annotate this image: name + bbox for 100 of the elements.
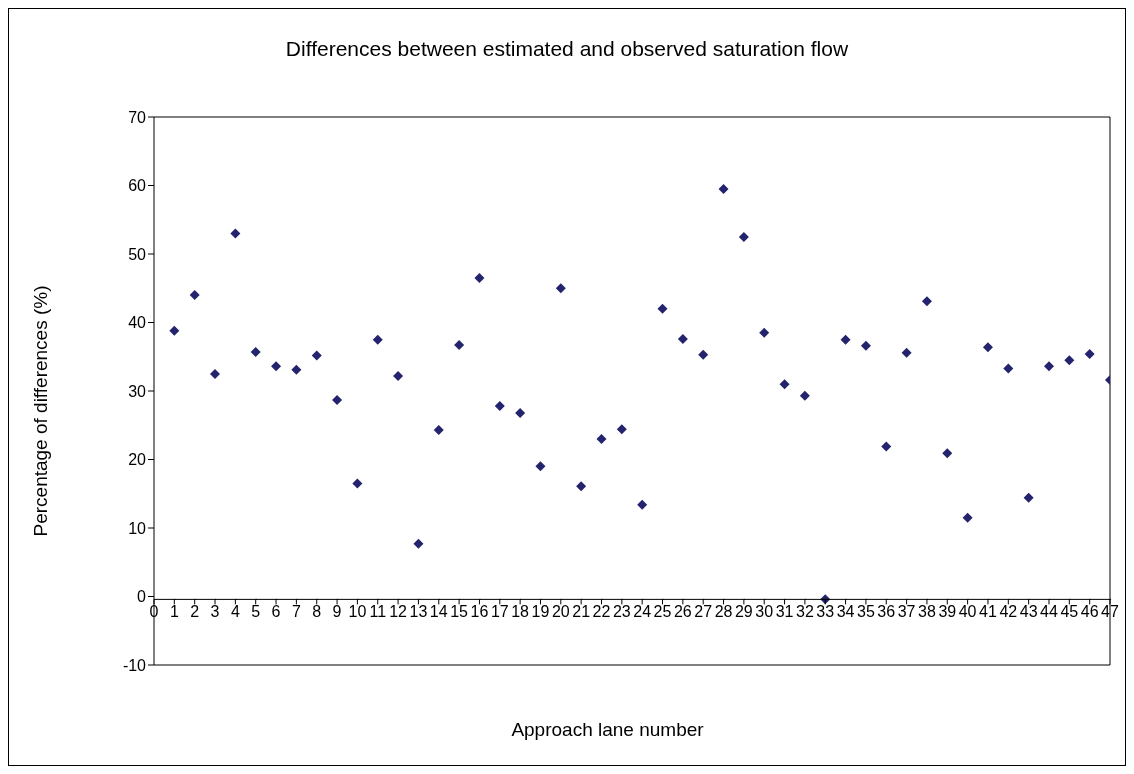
x-tick-label: 32 [796, 603, 814, 621]
x-tick-label: 27 [694, 603, 713, 621]
x-tick-label: 16 [470, 603, 489, 621]
point [210, 368, 221, 379]
y-tick-label: 10 [128, 519, 147, 537]
x-tick-label: 13 [409, 603, 428, 621]
point [698, 349, 709, 360]
point [616, 424, 627, 435]
chart-title: Differences between estimated and observed saturation flow [284, 37, 850, 61]
point [169, 325, 180, 336]
x-tick-label: 8 [312, 603, 322, 621]
point [454, 340, 465, 351]
x-axis-title: Approach lane number [510, 719, 705, 741]
x-tick-label: 29 [734, 603, 753, 621]
x-tick-label: 26 [673, 603, 692, 621]
point [982, 342, 993, 353]
x-tick-label: 2 [190, 603, 200, 621]
x-tick-label: 1 [169, 603, 179, 621]
y-tick-label: -10 [122, 656, 147, 674]
x-tick-label: 25 [653, 603, 672, 621]
x-tick-label: 45 [1060, 603, 1079, 621]
x-tick-label: 14 [429, 603, 448, 621]
x-tick-label: 20 [551, 603, 570, 621]
x-tick-label: 38 [918, 603, 936, 621]
point [759, 327, 770, 338]
x-tick-label: 17 [490, 603, 509, 621]
x-tick-label: 5 [251, 603, 261, 621]
x-tick-label: 0 [149, 603, 159, 621]
point [799, 390, 810, 401]
x-tick-label: 9 [332, 603, 342, 621]
x-tick-label: 47 [1101, 603, 1119, 621]
x-tick-label: 15 [450, 603, 469, 621]
x-tick-label: 24 [633, 603, 652, 621]
x-tick-label: 11 [369, 603, 387, 621]
point [962, 512, 973, 523]
point [738, 231, 749, 242]
point [921, 296, 932, 307]
x-tick-label: 35 [857, 603, 875, 621]
point [637, 499, 648, 510]
x-tick-label: 23 [612, 603, 631, 621]
x-tick-label: 42 [999, 603, 1018, 621]
point [352, 478, 363, 489]
point [1084, 349, 1095, 360]
y-tick-label: 0 [137, 588, 147, 606]
y-tick-label: 70 [128, 108, 147, 126]
x-tick-label: 44 [1040, 603, 1058, 621]
y-tick-label: 60 [128, 177, 147, 195]
point [779, 379, 790, 390]
point [515, 407, 526, 418]
x-tick-label: 10 [348, 603, 367, 621]
y-tick-label: 40 [128, 314, 147, 332]
point [1023, 492, 1034, 503]
point [372, 334, 383, 345]
x-tick-label: 21 [572, 603, 591, 621]
point [474, 272, 485, 283]
point [596, 433, 607, 444]
x-tick-label: 6 [271, 603, 281, 621]
point [393, 370, 404, 381]
point [332, 394, 343, 405]
point [189, 290, 200, 301]
point [1003, 363, 1014, 374]
x-tick-label: 4 [230, 603, 240, 621]
point [555, 283, 566, 294]
point [413, 538, 424, 549]
x-tick-label: 40 [958, 603, 977, 621]
point [576, 481, 587, 492]
point [677, 333, 688, 344]
point [881, 441, 892, 452]
x-tick-label: 7 [291, 603, 301, 621]
point [1064, 355, 1075, 366]
x-tick-label: 12 [389, 603, 408, 621]
point [860, 340, 871, 351]
point [942, 448, 953, 459]
x-tick-label: 3 [210, 603, 220, 621]
x-tick-label: 39 [938, 603, 957, 621]
x-tick-label: 30 [755, 603, 774, 621]
x-tick-label: 46 [1080, 603, 1099, 621]
x-tick-label: 28 [714, 603, 733, 621]
point [718, 183, 729, 194]
x-tick-label: 41 [979, 603, 997, 621]
x-tick-label: 31 [775, 603, 794, 621]
x-tick-label: 18 [511, 603, 530, 621]
point [657, 303, 668, 314]
y-tick-label: 20 [128, 451, 147, 469]
point [494, 401, 505, 412]
x-tick-label: 43 [1019, 603, 1038, 621]
point [311, 350, 322, 361]
y-axis-title: Percentage of differences (%) [30, 284, 52, 537]
point [433, 425, 444, 436]
point [291, 364, 302, 375]
y-tick-label: 50 [128, 245, 147, 263]
point [271, 361, 282, 372]
x-tick-label: 34 [836, 603, 855, 621]
x-tick-label: 37 [897, 603, 916, 621]
point [1043, 361, 1054, 372]
x-tick-label: 19 [531, 603, 550, 621]
x-tick-label: 22 [592, 603, 611, 621]
y-tick-label: 30 [128, 382, 147, 400]
point [250, 346, 261, 357]
point [535, 461, 546, 472]
